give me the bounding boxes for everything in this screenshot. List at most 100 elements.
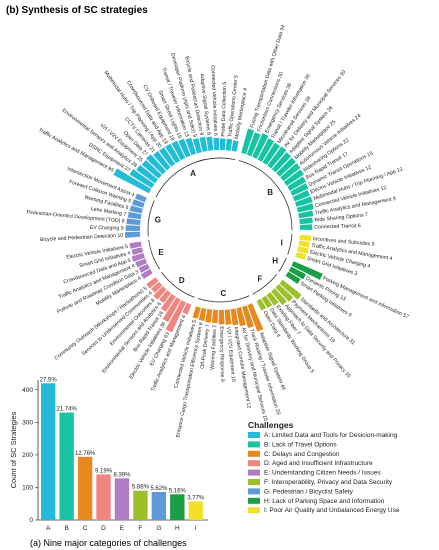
- group-arc-C: [197, 295, 250, 303]
- bar-label-C: 12.76%: [75, 451, 96, 457]
- radial-bar-label: Ride Sharing Options 7: [314, 212, 368, 224]
- x-tick-label-F: F: [138, 525, 142, 532]
- radial-bar: [131, 247, 144, 255]
- radial-bar: [267, 146, 287, 169]
- radial-bar: [140, 269, 153, 279]
- radial-bar: [138, 263, 150, 273]
- group-letter-I: I: [281, 239, 283, 248]
- group-letter-F: F: [258, 275, 263, 284]
- radial-bar: [292, 190, 310, 202]
- radial-bar-label: Warning Facilities 7: [210, 325, 219, 370]
- radial-bar: [113, 168, 152, 194]
- radial-bar-label: Connected Vehicle Initiatives 6: [209, 65, 218, 136]
- radial-bar: [225, 138, 233, 151]
- legend-entry-I: I: Poor Air Quality and Unbalanced Energ…: [264, 507, 400, 514]
- radial-bar: [199, 136, 208, 152]
- radial-bar: [198, 307, 207, 321]
- radial-bar: [146, 277, 159, 289]
- legend-swatch-G: [248, 488, 260, 495]
- bar-F: [133, 490, 148, 520]
- radial-bar: [271, 152, 292, 173]
- bar-label-F: 5.88%: [132, 485, 150, 491]
- radial-bar: [288, 266, 306, 280]
- radial-bar: [206, 136, 214, 151]
- radial-bar: [287, 176, 307, 191]
- radial-bar: [205, 308, 213, 323]
- radial-bar: [295, 252, 307, 260]
- radial-bar: [159, 290, 172, 304]
- y-tick-label: 100: [22, 485, 33, 492]
- x-tick-label-A: A: [46, 525, 51, 532]
- radial-bar: [127, 211, 142, 220]
- group-letter-B: B: [267, 188, 273, 197]
- radial-bar: [219, 138, 226, 151]
- legend-swatch-A: [248, 432, 260, 438]
- radial-bar: [247, 303, 264, 332]
- y-axis-label: Count of SC Strategies: [9, 411, 18, 488]
- legend-entry-F: F: Interoperability, Privacy and Data Se…: [264, 479, 393, 486]
- bar-chart: 0 100 200 300 400 Count of SC Strategies 27.5%…: [9, 377, 208, 532]
- radial-bar: [295, 196, 313, 207]
- x-tick-label-I: I: [195, 525, 197, 532]
- radial-bar: [129, 241, 142, 249]
- legend-entry-H: H: Lack of Parking Space and Information: [264, 498, 385, 505]
- group-letter-A: A: [190, 169, 196, 178]
- radial-bar: [271, 288, 287, 306]
- radial-bar: [299, 224, 313, 230]
- radial-bar: [182, 302, 192, 315]
- bar-label-I: 3.77%: [187, 495, 205, 501]
- radial-bar: [211, 309, 219, 324]
- radial-bar: [162, 297, 181, 323]
- legend-entry-A: A: Limited Data and Tools for Desicion-m…: [264, 432, 398, 439]
- radial-bar: [290, 183, 309, 197]
- panel-a-caption: (a) Nine major categories of challenges: [30, 538, 187, 548]
- radial-bar: [298, 240, 310, 248]
- radial-bar: [132, 199, 145, 208]
- radial-bar: [283, 169, 305, 186]
- radial-bar: [241, 128, 255, 155]
- radial-bar: [266, 292, 279, 306]
- radial-bar: [165, 300, 186, 333]
- radial-bar-label: Lane Marking 7: [90, 206, 126, 218]
- group-letter-E: E: [158, 248, 164, 257]
- radial-bar-label: Emergency Response 9: [218, 326, 225, 382]
- radial-bar: [160, 293, 176, 312]
- y-tick-label: 300: [22, 420, 33, 427]
- radial-bar: [135, 193, 147, 203]
- radial-bar-label: EV Charging 9: [90, 225, 124, 232]
- radial-bar: [246, 132, 261, 157]
- y-tick-label: 400: [22, 387, 33, 394]
- radial-bar: [146, 154, 167, 175]
- legend-title: Challenges: [248, 420, 294, 430]
- x-tick-label-B: B: [64, 525, 68, 532]
- radial-bar: [213, 137, 220, 151]
- radial-bar: [131, 252, 145, 262]
- bar-D: [96, 474, 111, 520]
- group-letter-G: G: [155, 216, 161, 225]
- bar-label-G: 5.62%: [150, 486, 168, 492]
- legend-swatch-I: [248, 507, 260, 514]
- x-tick-label-E: E: [120, 525, 125, 532]
- group-arc-H: [278, 257, 287, 272]
- bar-H: [170, 494, 185, 520]
- radial-bar: [285, 271, 301, 285]
- radial-bar: [136, 164, 159, 184]
- legend-entry-E: E: Understanding Citizen Needs / Issues: [264, 470, 381, 477]
- group-arc-G: [147, 200, 155, 237]
- radial-bar: [165, 143, 181, 164]
- radial-bar: [151, 281, 163, 293]
- radial-bar: [299, 234, 312, 242]
- radial-bar: [297, 246, 309, 254]
- legend-entry-B: B: Lack of Travel Options: [264, 441, 337, 448]
- radial-bar: [299, 217, 313, 225]
- panel-b-title: (b) Synthesis of SC strategies: [6, 5, 148, 16]
- bar-I: [188, 501, 203, 520]
- bar-A: [41, 383, 56, 520]
- radial-bar: [257, 138, 275, 162]
- radial-bar-label: Incentives and Subsidies 5: [313, 236, 375, 248]
- group-arc-D: [161, 271, 195, 298]
- chart-legend: Challenges A: Limited Data and Tools for…: [248, 420, 400, 514]
- group-arc-F: [252, 274, 277, 295]
- bar-label-D: 9.19%: [95, 468, 113, 474]
